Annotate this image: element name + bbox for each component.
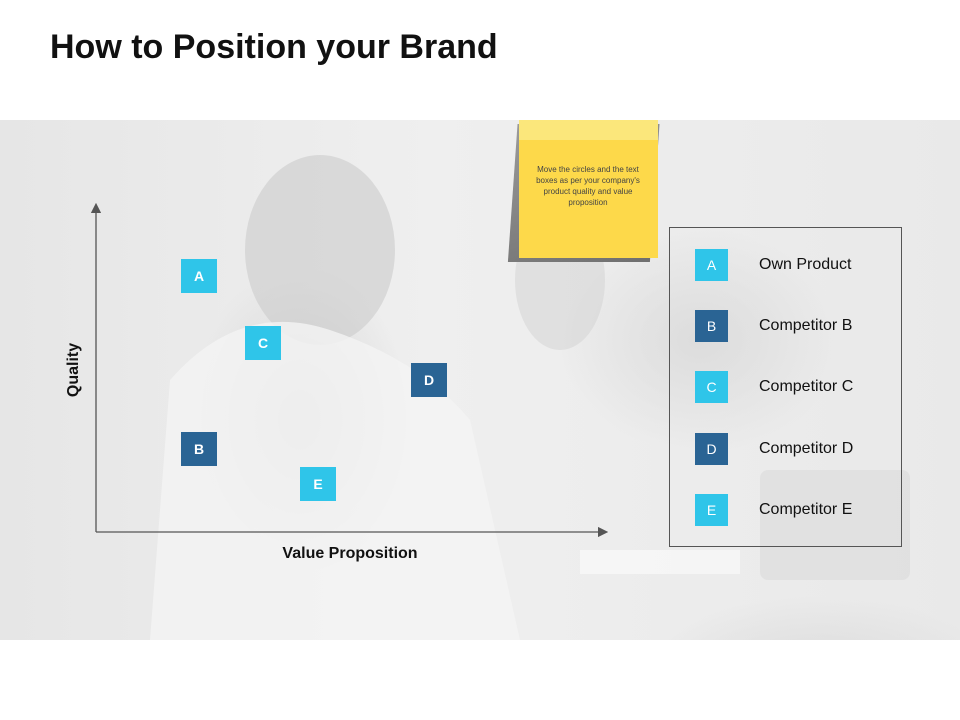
legend-item-a: A Own Product (695, 249, 895, 281)
legend-badge-b: B (695, 310, 728, 342)
legend-item-d: D Competitor D (695, 433, 895, 465)
sticky-note: Move the circles and the text boxes as p… (507, 120, 660, 262)
legend-badge-d: D (695, 433, 728, 465)
point-d[interactable]: D (411, 363, 447, 397)
point-a-label: A (193, 268, 205, 284)
legend: A Own Product B Competitor B C Competito… (669, 227, 902, 547)
point-c-label: C (257, 335, 269, 351)
legend-badge-a: A (695, 249, 728, 281)
legend-label-a: Own Product (759, 256, 852, 273)
point-a[interactable]: A (181, 259, 217, 293)
sticky-note-strip (519, 120, 658, 140)
point-b[interactable]: B (181, 432, 217, 466)
legend-item-e: E Competitor E (695, 494, 895, 526)
slide-title: How to Position your Brand (50, 28, 498, 66)
legend-item-c: C Competitor C (695, 371, 895, 403)
legend-label-c: Competitor C (759, 378, 854, 395)
legend-label-b: Competitor B (759, 317, 853, 334)
point-e[interactable]: E (300, 467, 336, 501)
legend-badge-e: E (695, 494, 728, 526)
y-axis-label: Quality (65, 342, 82, 398)
legend-label-e: Competitor E (759, 501, 853, 518)
legend-item-b: B Competitor B (695, 310, 895, 342)
point-d-label: D (423, 372, 435, 388)
point-e-label: E (313, 476, 323, 492)
legend-label-d: Competitor D (759, 440, 854, 457)
point-c[interactable]: C (245, 326, 281, 360)
sticky-note-paper (519, 120, 658, 258)
x-axis-label: Value Proposition (282, 545, 418, 562)
point-b-label: B (193, 441, 205, 457)
sticky-note-text: Move the circles and the text boxes as p… (536, 165, 640, 207)
legend-badge-c: C (695, 371, 728, 403)
